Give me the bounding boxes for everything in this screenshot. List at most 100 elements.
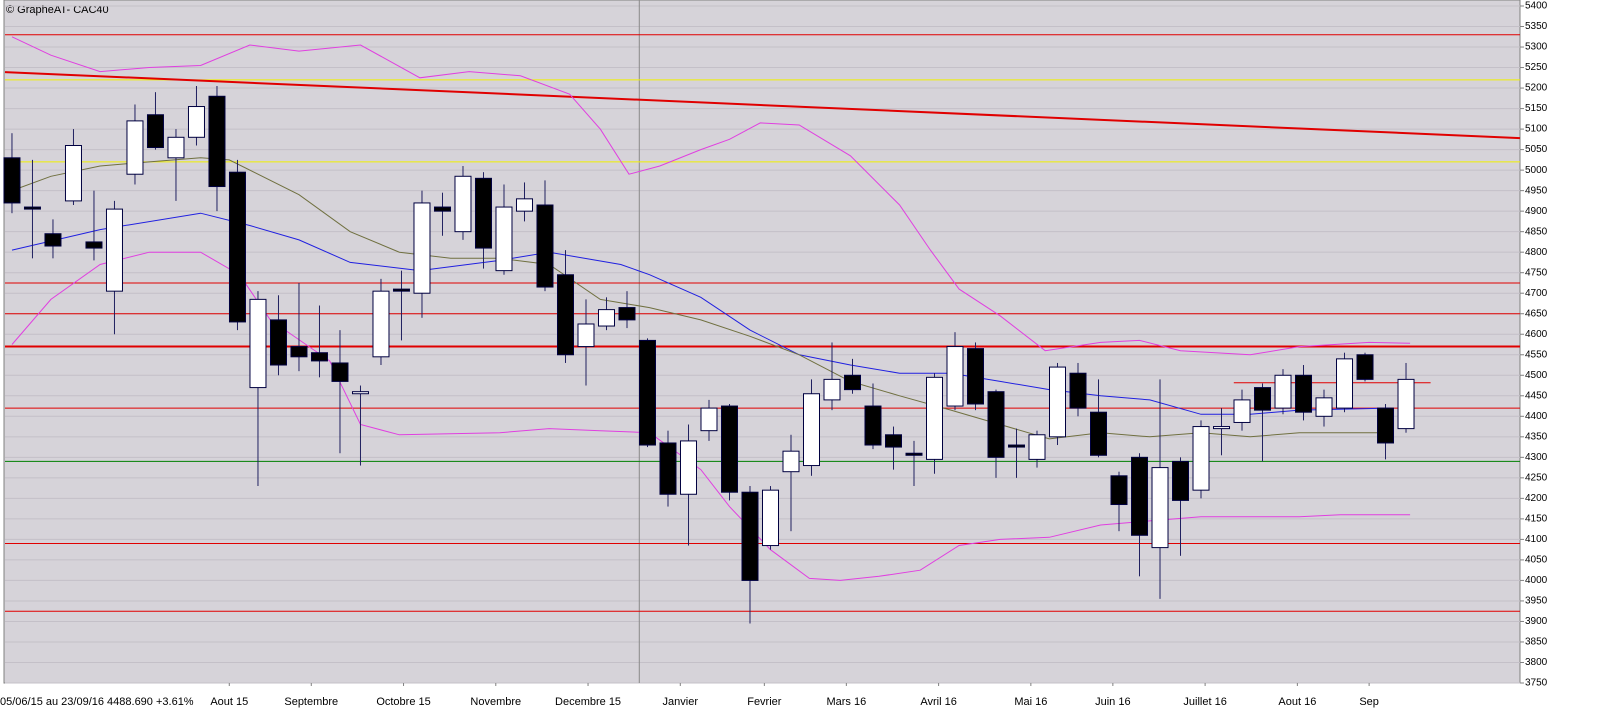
candle-body <box>413 202 431 294</box>
candle-body <box>638 339 656 446</box>
candle-body <box>1233 399 1251 423</box>
candle-body <box>1090 411 1108 456</box>
candle-body <box>577 323 595 348</box>
candle-body <box>495 206 513 272</box>
candle-body <box>1295 374 1313 413</box>
candle-body <box>597 309 615 327</box>
x-tick-label: Aout 16 <box>1278 696 1316 708</box>
y-tick-label: 4550 <box>1525 349 1548 360</box>
y-tick-label: 4400 <box>1525 411 1548 422</box>
candle-body <box>1315 397 1333 417</box>
y-tick-label: 4900 <box>1525 206 1548 217</box>
y-tick-label: 3850 <box>1525 637 1548 648</box>
x-tick-label: Juillet 16 <box>1183 696 1226 708</box>
candle-body <box>208 95 226 188</box>
candle-body <box>679 440 697 495</box>
y-tick-label: 4600 <box>1525 329 1548 340</box>
candle-body <box>249 298 267 389</box>
candle-body <box>1192 426 1210 491</box>
y-tick-label: 3750 <box>1525 678 1548 689</box>
candle-body <box>290 346 308 358</box>
y-tick-label: 4700 <box>1525 288 1548 299</box>
y-tick-label: 3900 <box>1525 616 1548 627</box>
y-tick-label: 4150 <box>1525 514 1548 525</box>
y-tick-label: 5000 <box>1525 165 1548 176</box>
y-tick-label: 3950 <box>1525 596 1548 607</box>
y-tick-label: 5350 <box>1525 21 1548 32</box>
candle-body <box>802 393 820 467</box>
candle-body <box>618 307 636 321</box>
candle-body <box>1049 366 1067 438</box>
y-tick-label: 4350 <box>1525 431 1548 442</box>
candle-body <box>351 391 369 395</box>
y-tick-label: 3800 <box>1525 657 1548 668</box>
candle-body <box>1336 358 1354 409</box>
candle-body <box>1172 460 1190 501</box>
y-tick-label: 5400 <box>1525 1 1548 12</box>
candle-body <box>1110 475 1128 506</box>
date-range: 05/06/15 au 23/09/16 4488.690 +3.61% <box>0 696 194 708</box>
candle-body <box>1254 387 1272 411</box>
candle-body <box>23 206 41 210</box>
chart-title: © GrapheAT- CAC40 <box>6 4 109 16</box>
candle-body <box>823 378 841 401</box>
candle-body <box>1274 374 1292 409</box>
candle-body <box>474 177 492 249</box>
candle-body <box>536 204 554 288</box>
candle-body <box>64 145 82 202</box>
candle-body <box>105 208 123 292</box>
candle-body <box>1008 444 1026 448</box>
x-tick-label: Decembre 15 <box>555 696 621 708</box>
candle-body <box>1377 407 1395 444</box>
candle-body <box>126 120 144 175</box>
candle-body <box>761 489 779 547</box>
y-tick-label: 4500 <box>1525 370 1548 381</box>
candle-body <box>782 450 800 473</box>
trend-line <box>4 71 1521 140</box>
y-tick-label: 4000 <box>1525 575 1548 586</box>
candle-body <box>1356 354 1374 380</box>
indicator-line <box>11 36 1411 356</box>
candle-body <box>187 106 205 138</box>
x-tick-label: Avril 16 <box>920 696 956 708</box>
x-tick-label: Mai 16 <box>1014 696 1047 708</box>
y-tick-label: 4200 <box>1525 493 1548 504</box>
candle-body <box>556 274 574 356</box>
candle-body <box>1397 378 1415 430</box>
candle-body <box>700 407 718 432</box>
y-tick-label: 5100 <box>1525 124 1548 135</box>
y-tick-label: 4850 <box>1525 226 1548 237</box>
y-tick-label: 4100 <box>1525 534 1548 545</box>
candle-body <box>884 434 902 448</box>
y-tick-label: 5050 <box>1525 144 1548 155</box>
candle-body <box>946 346 964 407</box>
candle-body <box>1028 434 1046 460</box>
candle-body <box>331 362 349 382</box>
y-tick-label: 4250 <box>1525 472 1548 483</box>
y-tick-label: 5250 <box>1525 62 1548 73</box>
candle-body <box>44 233 62 247</box>
candle-body <box>864 405 882 446</box>
y-tick-label: 5300 <box>1525 42 1548 53</box>
indicator-line <box>11 212 1390 415</box>
candle-body <box>1069 372 1087 409</box>
x-tick-label: Fevrier <box>747 696 782 708</box>
y-tick-label: 5150 <box>1525 103 1548 114</box>
candle-body <box>167 136 185 159</box>
candle-body <box>987 391 1005 458</box>
candle-body <box>85 241 103 249</box>
x-tick-label: Novembre <box>470 696 521 708</box>
x-tick-label: Janvier <box>663 696 699 708</box>
candle-body <box>392 288 410 292</box>
y-tick-label: 5200 <box>1525 83 1548 94</box>
candle-body <box>1131 456 1149 536</box>
y-tick-label: 4750 <box>1525 267 1548 278</box>
candle-body <box>146 114 164 149</box>
y-tick-label: 4650 <box>1525 308 1548 319</box>
y-tick-label: 4950 <box>1525 185 1548 196</box>
candle-body <box>843 374 861 391</box>
x-tick-label: Septembre <box>284 696 338 708</box>
y-tick-label: 4050 <box>1525 555 1548 566</box>
y-tick-label: 4800 <box>1525 247 1548 258</box>
